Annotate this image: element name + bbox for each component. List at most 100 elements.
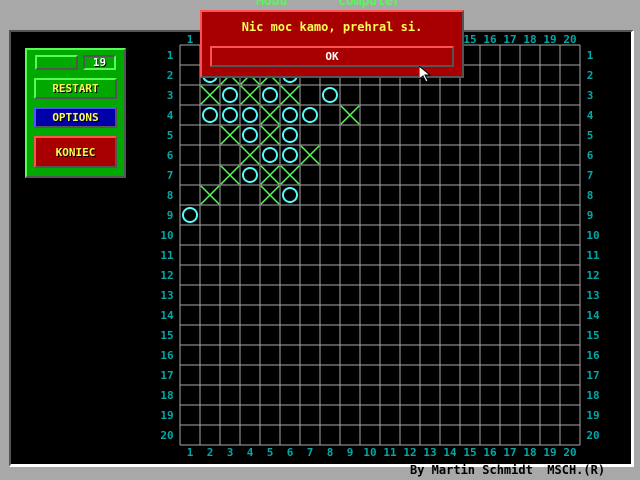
column-label: 8 (327, 446, 334, 459)
x-mark (300, 145, 320, 165)
x-mark (280, 165, 300, 185)
row-label: 18 (160, 389, 173, 402)
row-label: 14 (586, 309, 600, 322)
o-mark (242, 107, 258, 123)
x-mark (220, 165, 240, 185)
column-label: 1 (187, 33, 194, 46)
column-label: 19 (543, 33, 556, 46)
o-mark (262, 147, 278, 163)
column-label: 15 (463, 446, 476, 459)
o-mark (262, 87, 278, 103)
restart-button[interactable]: RESTART (34, 78, 117, 99)
column-label: 1 (187, 446, 194, 459)
o-mark (302, 107, 318, 123)
x-mark (260, 165, 280, 185)
row-label: 5 (167, 129, 174, 142)
column-label: 5 (267, 446, 274, 459)
options-button[interactable]: OPTIONS (34, 107, 117, 128)
mouse-cursor-icon (419, 66, 432, 83)
row-label: 2 (167, 69, 174, 82)
computer-label: Computer (338, 0, 401, 9)
x-mark (260, 125, 280, 145)
row-label: 8 (167, 189, 174, 202)
row-label: 4 (587, 109, 594, 122)
row-label: 11 (160, 249, 174, 262)
column-label: 10 (363, 446, 376, 459)
column-label: 13 (423, 446, 436, 459)
o-mark (242, 167, 258, 183)
footer: By Martin Schmidt MSCH.(R) (410, 463, 605, 477)
x-mark (200, 185, 220, 205)
trademark: MSCH.(R) (547, 463, 606, 477)
o-mark (202, 107, 218, 123)
x-mark (240, 145, 260, 165)
row-label: 5 (587, 129, 594, 142)
name-box (35, 55, 78, 70)
row-label: 10 (160, 229, 173, 242)
column-label: 18 (523, 33, 536, 46)
x-mark (260, 105, 280, 125)
row-label: 17 (586, 369, 599, 382)
row-label: 1 (587, 49, 594, 62)
row-label: 20 (586, 429, 599, 442)
row-label: 3 (167, 89, 174, 102)
column-label: 4 (247, 446, 254, 459)
row-label: 18 (586, 389, 599, 402)
column-label: 20 (563, 446, 576, 459)
column-label: 17 (503, 33, 516, 46)
column-label: 12 (403, 446, 416, 459)
column-label: 14 (443, 446, 457, 459)
row-label: 16 (160, 349, 174, 362)
column-label: 2 (207, 446, 214, 459)
column-label: 15 (463, 33, 476, 46)
row-label: 6 (587, 149, 594, 162)
column-label: 9 (347, 446, 354, 459)
x-mark (240, 85, 260, 105)
column-label: 19 (543, 446, 556, 459)
dialog-message: Nic moc kamo, prehral si. (241, 20, 423, 34)
column-label: 16 (483, 446, 497, 459)
row-label: 9 (167, 209, 174, 222)
x-mark (220, 125, 240, 145)
column-label: 17 (503, 446, 516, 459)
column-label: 7 (307, 446, 314, 459)
row-label: 19 (586, 409, 599, 422)
row-label: 12 (586, 269, 599, 282)
row-label: 2 (587, 69, 594, 82)
row-label: 13 (586, 289, 599, 302)
x-mark (260, 185, 280, 205)
column-label: 20 (563, 33, 576, 46)
column-label: 6 (287, 446, 294, 459)
x-mark (200, 85, 220, 105)
row-label: 17 (160, 369, 173, 382)
o-mark (282, 147, 298, 163)
side-panel: 19 RESTART OPTIONS KONIEC (25, 48, 126, 178)
column-label: 18 (523, 446, 536, 459)
o-mark (222, 107, 238, 123)
score-display: 19 (83, 55, 116, 70)
o-mark (222, 87, 238, 103)
game-over-dialog: Nic moc kamo, prehral si. OK (200, 10, 464, 78)
player-label: Mobu (256, 0, 288, 9)
column-label: 3 (227, 446, 234, 459)
row-label: 16 (586, 349, 600, 362)
row-label: 15 (586, 329, 599, 342)
row-label: 10 (586, 229, 599, 242)
column-label: 11 (383, 446, 397, 459)
o-mark (282, 107, 298, 123)
x-mark (340, 105, 360, 125)
quit-button[interactable]: KONIEC (34, 136, 117, 168)
o-mark (282, 187, 298, 203)
o-mark (322, 87, 338, 103)
row-label: 20 (160, 429, 173, 442)
row-label: 3 (587, 89, 594, 102)
row-label: 13 (160, 289, 173, 302)
row-label: 8 (587, 189, 594, 202)
author-credit: By Martin Schmidt (410, 463, 533, 477)
column-label: 16 (483, 33, 497, 46)
row-label: 14 (160, 309, 174, 322)
ok-button[interactable]: OK (210, 46, 454, 67)
row-label: 15 (160, 329, 173, 342)
row-label: 11 (586, 249, 600, 262)
row-label: 6 (167, 149, 174, 162)
